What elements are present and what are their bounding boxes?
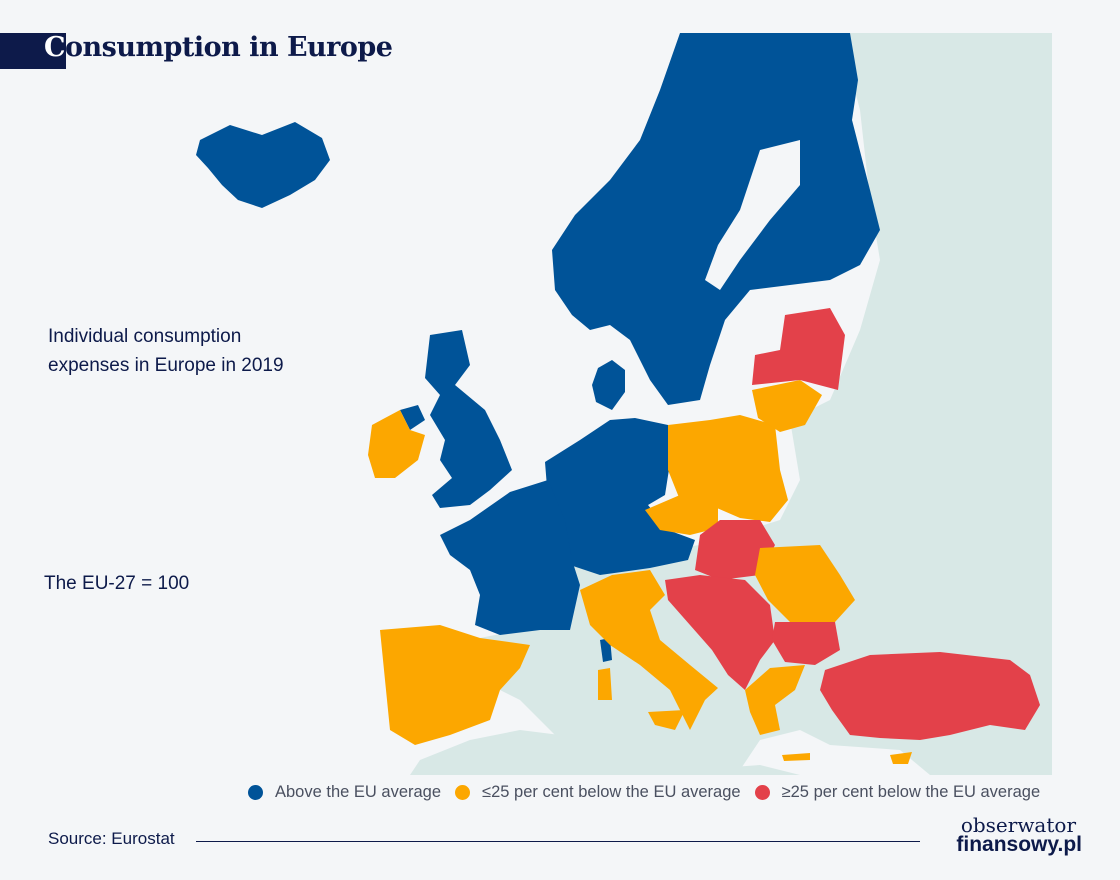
country-western-balkans [665, 575, 775, 690]
logo-line-2: finansowy.pl [956, 833, 1082, 856]
publisher-logo[interactable]: obserwator finansowy.pl [932, 815, 1082, 855]
country-scandinavia [552, 33, 880, 405]
country-iberia [380, 625, 530, 745]
legend-item-above: Above the EU average [248, 783, 441, 802]
country-united-kingdom [425, 330, 512, 508]
legend-item-over-25: ≥25 per cent below the EU average [754, 783, 1041, 802]
region-north-africa [410, 730, 800, 775]
country-italy [580, 570, 718, 730]
legend-label: Above the EU average [275, 783, 442, 801]
legend-dot-red [754, 785, 770, 800]
island-crete [782, 753, 810, 761]
country-turkey [820, 652, 1040, 740]
country-iceland [196, 122, 330, 208]
gulf-of-bothnia [705, 140, 800, 290]
country-lithuania [752, 380, 822, 432]
country-ireland [368, 410, 425, 478]
legend-dot-orange [455, 785, 471, 800]
map-subtitle: Individual consumption expenses in Europ… [48, 326, 284, 376]
country-france [440, 480, 580, 635]
title-rest: onsumption in Europe [65, 32, 393, 63]
legend-item-below-25: ≤25 per cent below the EU average [455, 783, 741, 802]
island-sicily [648, 710, 685, 730]
legend-dot-blue [248, 785, 263, 800]
logo-line-1: obserwator [960, 813, 1076, 837]
source-text: Source: Eurostat [48, 829, 175, 848]
country-romania [755, 545, 855, 622]
page-title: Consumption in Europe [44, 32, 393, 63]
island-cyprus [890, 752, 912, 764]
country-denmark [592, 360, 625, 410]
country-germany-benelux [545, 418, 695, 575]
legend-label: ≤25 per cent below the EU average [482, 783, 741, 801]
country-bulgaria [772, 622, 840, 665]
country-poland [668, 415, 788, 522]
eu-baseline-note: The EU-27 = 100 [44, 573, 190, 594]
title-first-letter: C [44, 32, 66, 63]
country-northern-ireland [400, 405, 425, 430]
legend-label: ≥25 per cent below the EU average [781, 783, 1041, 801]
source-divider [196, 841, 920, 842]
country-greece [745, 665, 805, 735]
legend: Above the EU average ≤25 per cent below … [248, 783, 1054, 802]
country-czechia [645, 495, 718, 535]
country-slovakia-hungary [695, 520, 775, 580]
title-accent-bar [0, 33, 66, 69]
country-baltic-north [752, 308, 845, 390]
island-sardinia [598, 668, 612, 700]
